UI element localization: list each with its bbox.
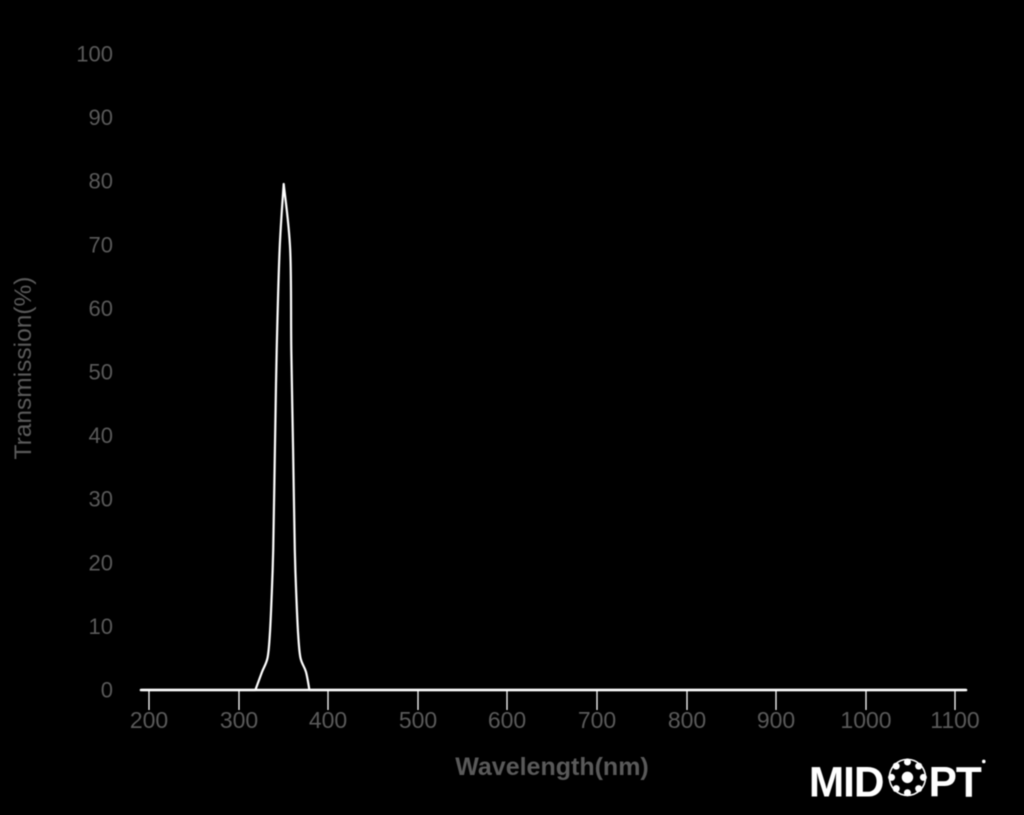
svg-text:400: 400 (309, 707, 347, 733)
svg-text:20: 20 (89, 550, 113, 575)
svg-text:70: 70 (89, 232, 113, 257)
svg-text:800: 800 (668, 707, 706, 733)
svg-text:900: 900 (757, 707, 795, 733)
svg-text:500: 500 (399, 707, 437, 733)
svg-text:PT: PT (929, 758, 982, 805)
svg-text:700: 700 (578, 707, 616, 733)
svg-text:1100: 1100 (930, 707, 979, 733)
svg-text:Transmission(%): Transmission(%) (10, 277, 37, 460)
svg-text:MID: MID (811, 758, 883, 805)
svg-text:100: 100 (76, 42, 113, 67)
svg-text:60: 60 (89, 296, 113, 321)
svg-text:300: 300 (220, 707, 258, 733)
svg-text:10: 10 (89, 614, 113, 639)
svg-text:600: 600 (488, 707, 526, 733)
svg-text:Wavelength(nm): Wavelength(nm) (455, 753, 649, 781)
svg-text:1000: 1000 (840, 707, 891, 733)
svg-text:30: 30 (89, 487, 113, 512)
svg-text:0: 0 (101, 678, 113, 703)
svg-text:50: 50 (89, 360, 113, 385)
svg-text:80: 80 (89, 169, 113, 194)
svg-text:40: 40 (89, 423, 113, 448)
svg-text:90: 90 (89, 105, 113, 130)
svg-text:200: 200 (130, 707, 168, 733)
